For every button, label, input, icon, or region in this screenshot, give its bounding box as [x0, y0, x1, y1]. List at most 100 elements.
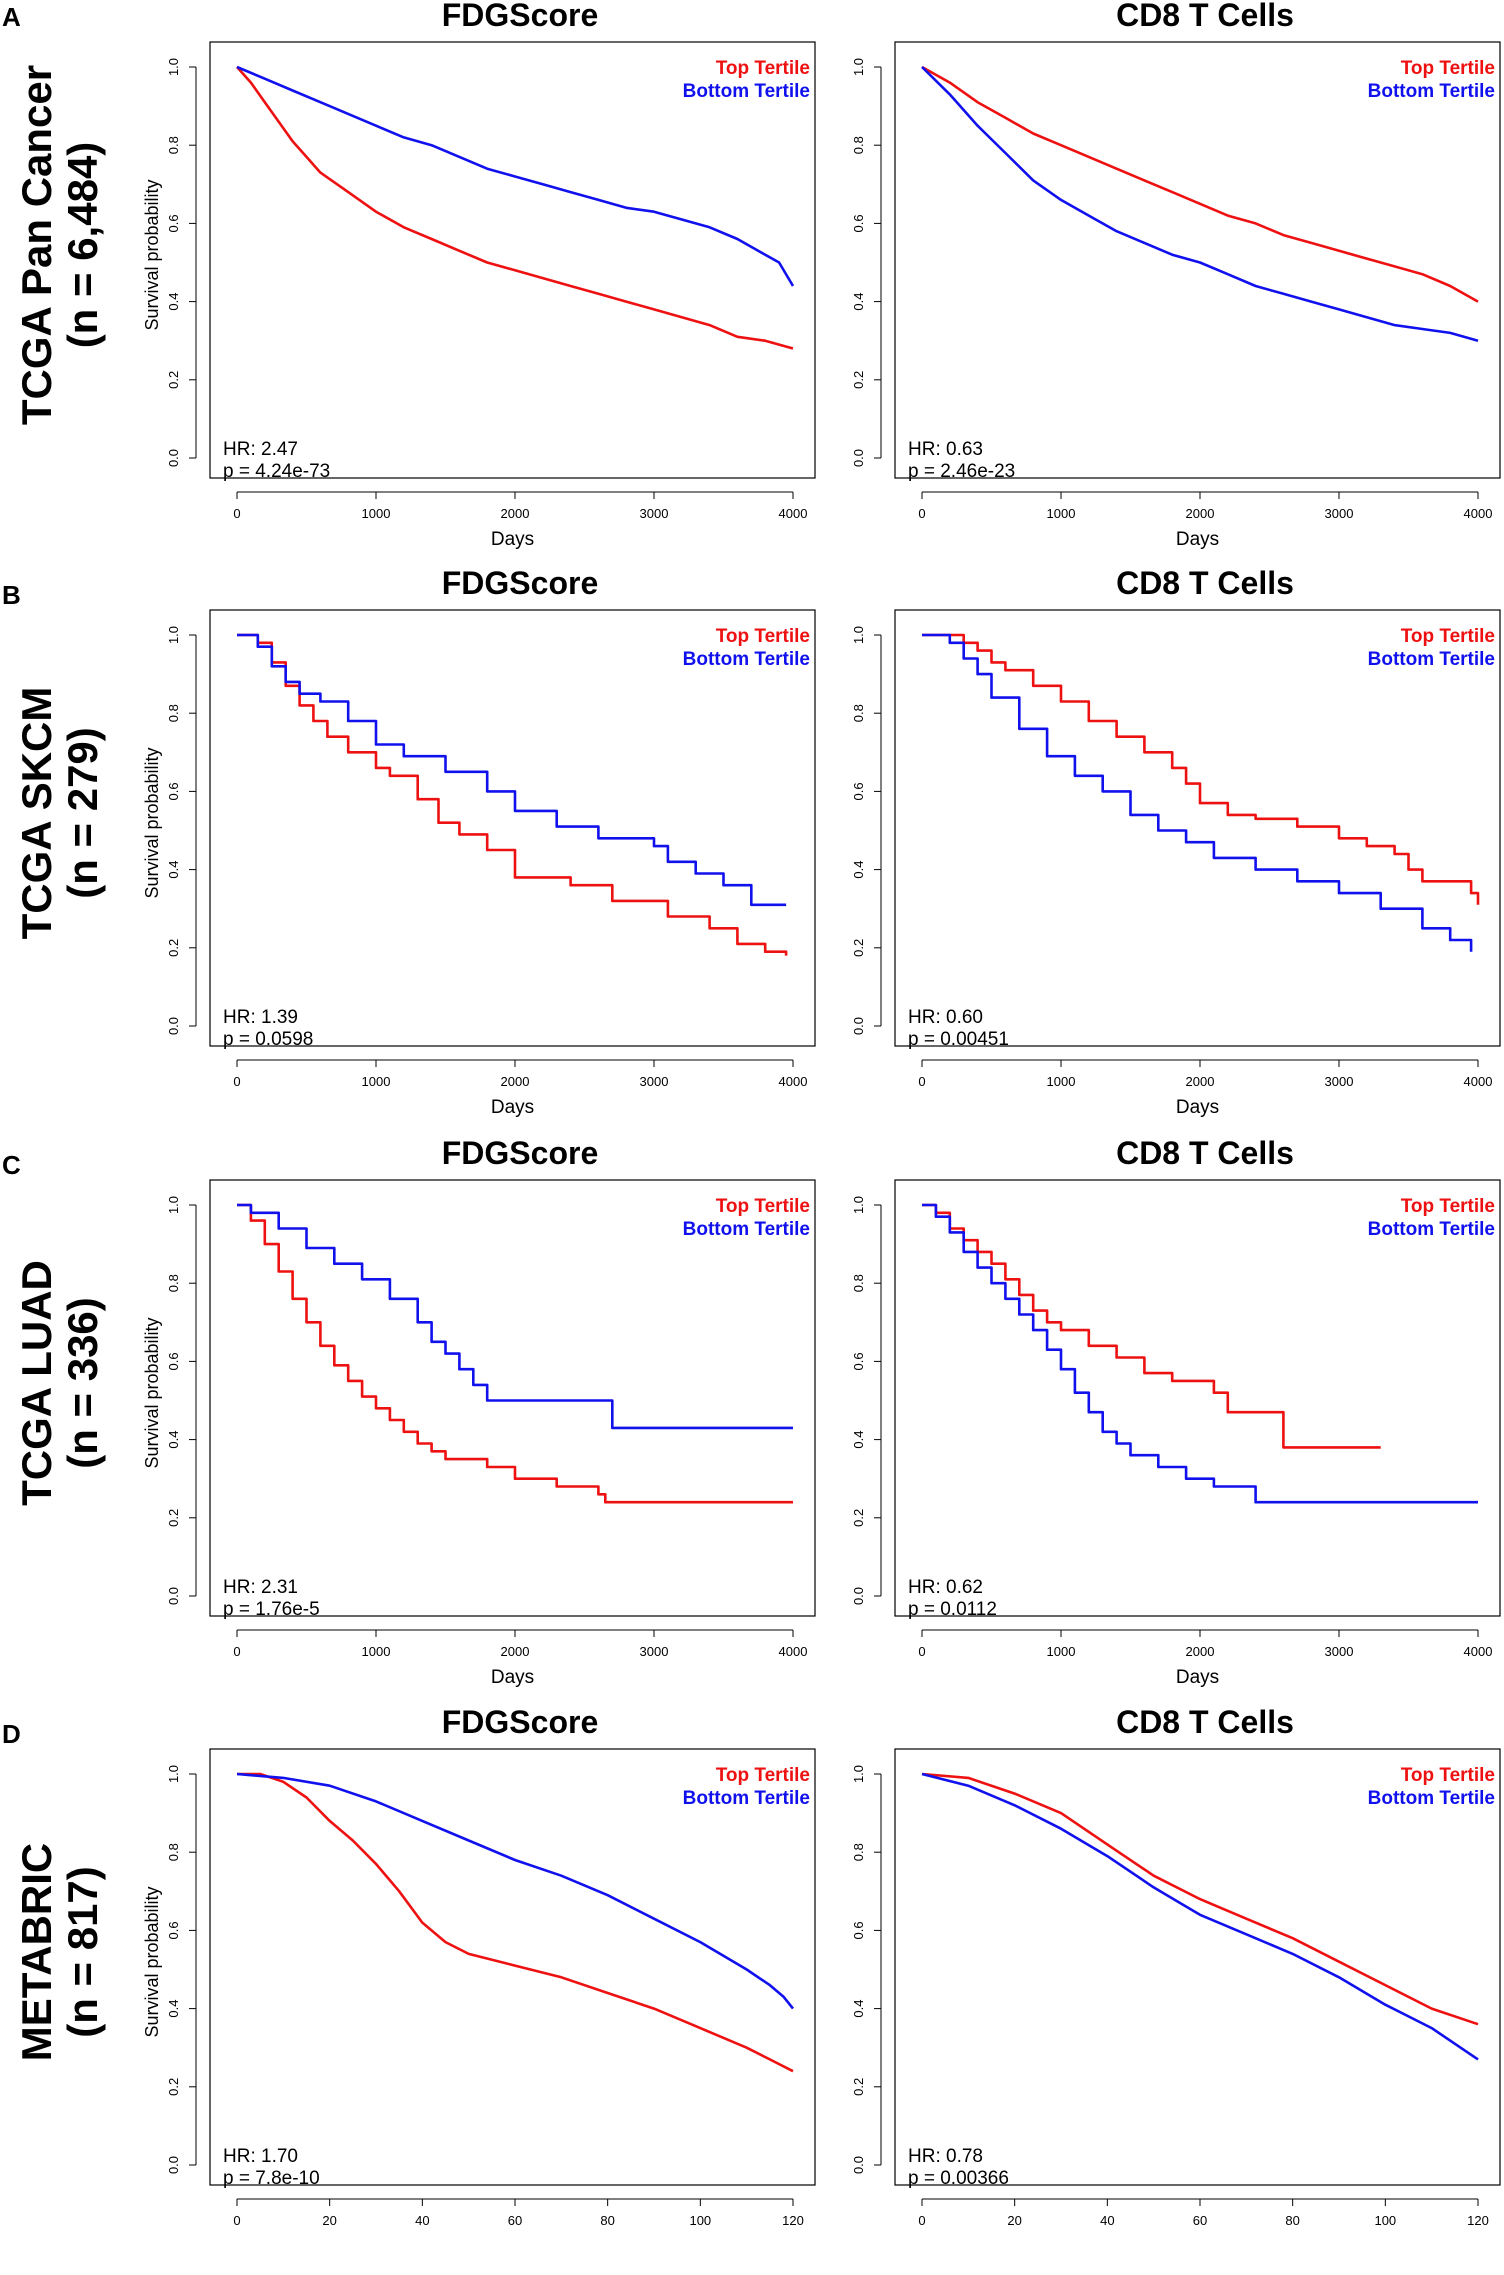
- y-tick-label: 0.8: [851, 1274, 866, 1292]
- y-tick-label: 0.8: [166, 1843, 181, 1861]
- x-tick-label: 2000: [1186, 506, 1215, 521]
- chart-title: CD8 T Cells: [1116, 565, 1294, 601]
- series-line-top-tertile: [922, 633, 1480, 905]
- x-tick-label: 120: [782, 2213, 804, 2228]
- y-tick-label: 0.0: [166, 1587, 181, 1605]
- y-tick-label: 0.8: [166, 1274, 181, 1292]
- y-tick-label: 1.0: [166, 58, 181, 76]
- row-a: A TCGA Pan Cancer (n = 6,484) FDGScore 0…: [0, 0, 1504, 568]
- chart-title: FDGScore: [441, 1135, 599, 1171]
- y-tick-label: 1.0: [166, 1196, 181, 1214]
- x-axis: 0 1000 2000 3000 4000: [233, 1629, 808, 1659]
- legend-top-tertile: Top Tertile: [1401, 1765, 1495, 1786]
- p-value-annotation: p = 7.8e-10: [223, 2168, 320, 2189]
- y-axis-label: Survival probability: [142, 1317, 162, 1468]
- y-tick-label: 1.0: [851, 58, 866, 76]
- y-tick-label: 1.0: [851, 1765, 866, 1783]
- x-tick-label: 3000: [1325, 1074, 1354, 1089]
- series-line-bottom-tertile: [237, 633, 787, 907]
- y-tick-label: 0.4: [851, 2000, 866, 2018]
- chart-svg: 0 1000 2000 3000 4000 Days 0.0 0.2 0.4 0.6 0.8 1.0 T…: [851, 41, 1501, 550]
- plot-frame: [894, 1748, 1501, 2186]
- y-axis: 0.0 0.2 0.4 0.6 0.8 1.0: [166, 1196, 197, 1605]
- x-tick-label: 3000: [1325, 506, 1354, 521]
- y-tick-label: 0.2: [166, 939, 181, 957]
- x-tick-label: 0: [233, 506, 240, 521]
- legend-top-tertile: Top Tertile: [1401, 626, 1495, 647]
- x-axis: 0 1000 2000 3000 4000: [918, 1059, 1492, 1089]
- x-tick-label: 1000: [1047, 506, 1076, 521]
- series-line-top-tertile: [236, 66, 794, 350]
- series-line-top-tertile: [921, 65, 1479, 303]
- chart-title: FDGScore: [441, 1704, 599, 1740]
- chart-title: CD8 T Cells: [1116, 0, 1294, 33]
- row-label-line1: TCGA SKCM: [13, 686, 60, 940]
- chart-panel: FDGScore 0 1000 2000 3000 4000 Days 0.0 0.2 0.4 0…: [140, 565, 830, 1128]
- series-line-bottom-tertile: [921, 1772, 1479, 2061]
- panel-letter: D: [2, 1719, 21, 1749]
- y-axis-label: Survival probability: [142, 747, 162, 898]
- y-tick-label: 1.0: [851, 626, 866, 644]
- hazard-ratio-annotation: HR: 0.63: [908, 439, 983, 460]
- plot-frame: [209, 41, 816, 479]
- y-tick-label: 0.8: [166, 136, 181, 154]
- series-line-bottom-tertile: [922, 633, 1473, 952]
- p-value-annotation: p = 2.46e-23: [908, 461, 1015, 482]
- plot-frame: [894, 1179, 1501, 1617]
- x-tick-label: 4000: [779, 1644, 808, 1659]
- y-tick-label: 0.6: [851, 1921, 866, 1939]
- y-tick-label: 0.6: [166, 1352, 181, 1370]
- row-label-line1: METABRIC: [13, 1842, 60, 2062]
- series-line-top-tertile: [237, 1203, 793, 1504]
- legend-top-tertile: Top Tertile: [716, 1765, 810, 1786]
- x-tick-label: 2000: [1186, 1074, 1215, 1089]
- x-tick-label: 0: [918, 2213, 925, 2228]
- row-d: D METABRIC (n = 817) FDGScore 0 20 40 60 80 1…: [0, 1704, 1504, 2275]
- x-axis: 0 1000 2000 3000 4000: [918, 491, 1492, 521]
- x-tick-label: 0: [233, 1644, 240, 1659]
- series-line-top-tertile: [922, 1203, 1381, 1449]
- p-value-annotation: p = 0.00451: [908, 1029, 1009, 1050]
- row-label: TCGA SKCM (n = 279): [0, 608, 120, 1018]
- legend-bottom-tertile: Bottom Tertile: [683, 81, 810, 102]
- x-tick-label: 3000: [1325, 1644, 1354, 1659]
- y-tick-label: 0.4: [851, 861, 866, 879]
- y-tick-label: 0.6: [166, 782, 181, 800]
- legend-bottom-tertile: Bottom Tertile: [683, 1788, 810, 1809]
- y-tick-label: 0.6: [851, 1352, 866, 1370]
- x-tick-label: 1000: [362, 1644, 391, 1659]
- y-tick-label: 0.8: [851, 136, 866, 154]
- x-tick-label: 4000: [1464, 1644, 1493, 1659]
- y-tick-label: 0.6: [166, 1921, 181, 1939]
- x-axis: 0 20 40 60 80 100 120: [233, 2198, 804, 2228]
- x-tick-label: 4000: [779, 1074, 808, 1089]
- hazard-ratio-annotation: HR: 0.78: [908, 2146, 983, 2167]
- panel-letter: B: [2, 580, 21, 610]
- panel-letter: C: [2, 1150, 21, 1180]
- y-tick-label: 0.0: [166, 2156, 181, 2174]
- x-tick-label: 0: [918, 1644, 925, 1659]
- y-tick-label: 1.0: [166, 1765, 181, 1783]
- y-tick-label: 1.0: [851, 1196, 866, 1214]
- y-tick-label: 0.2: [851, 2078, 866, 2096]
- x-tick-label: 3000: [640, 506, 669, 521]
- y-tick-label: 0.6: [851, 782, 866, 800]
- legend-bottom-tertile: Bottom Tertile: [1368, 1219, 1495, 1240]
- row-c: C TCGA LUAD (n = 336) FDGScore 0 1000 2000…: [0, 1135, 1504, 1706]
- p-value-annotation: p = 0.0598: [223, 1029, 313, 1050]
- chart-svg: 0 20 40 60 80 100 120 Months 0.0 0.2 0.4 0.6 0.8 1.0 S…: [142, 1748, 816, 2237]
- y-axis: 0.0 0.2 0.4 0.6 0.8 1.0: [166, 58, 197, 467]
- x-tick-label: 80: [600, 2213, 614, 2228]
- x-tick-label: 20: [322, 2213, 336, 2228]
- x-tick-label: 60: [508, 2213, 522, 2228]
- panel-letter: A: [2, 2, 21, 32]
- chart-svg: 0 1000 2000 3000 4000 Days 0.0 0.2 0.4 0.6 0.8 1.0 T…: [851, 609, 1501, 1118]
- x-tick-label: 0: [233, 2213, 240, 2228]
- y-tick-label: 0.0: [851, 449, 866, 467]
- y-tick-label: 0.0: [166, 449, 181, 467]
